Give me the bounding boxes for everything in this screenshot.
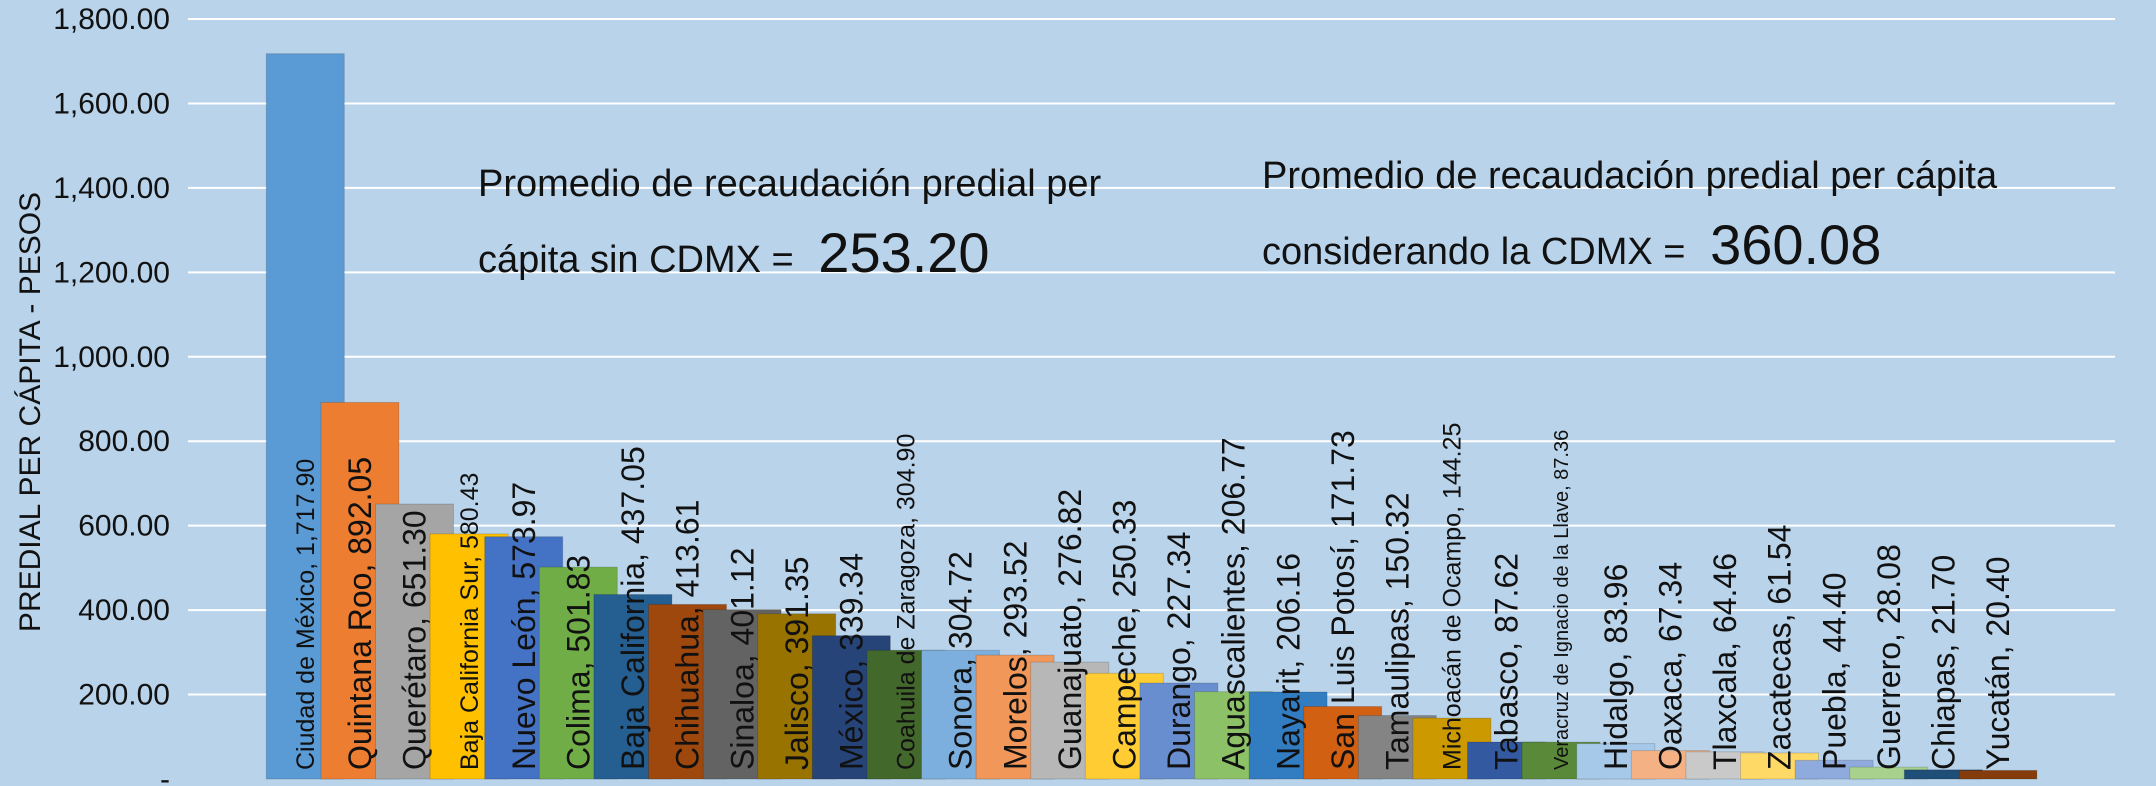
annotation-with-cdmx-text: considerando la CDMX =: [1262, 231, 1696, 273]
bar-data-label: Baja California, 437.05: [615, 446, 651, 770]
bar-data-label: Colima, 501.83: [561, 555, 597, 770]
bar-data-label: Morelos, 293.52: [997, 541, 1033, 770]
y-axis-ticks: - 200.00 400.00 600.00 800.00 1,000.00 1,200.0…: [53, 3, 170, 786]
annotation-with-cdmx-line2: considerando la CDMX = 360.08: [1262, 213, 1881, 276]
bar-data-label: Sonora, 304.72: [943, 551, 979, 770]
y-tick-label: 800.00: [78, 425, 170, 458]
annotation-without-cdmx-line2: cápita sin CDMX = 253.20: [478, 221, 990, 284]
bar-data-label: San Luis Potosí, 171.73: [1325, 430, 1361, 770]
annotation-without-cdmx: Promedio de recaudación predial per cápi…: [478, 163, 1102, 284]
y-tick-label: 1,000.00: [53, 341, 170, 374]
y-tick-label: 1,600.00: [53, 87, 170, 120]
y-tick-label: 400.00: [78, 594, 170, 627]
annotation-without-cdmx-value: 253.20: [818, 221, 989, 284]
bar-data-label: Tamaulipas, 150.32: [1380, 492, 1416, 770]
bar-data-label: Tabasco, 87.62: [1489, 553, 1525, 770]
bar-data-label: Baja California Sur, 580.43: [456, 473, 484, 770]
y-tick-label: 600.00: [78, 510, 170, 543]
y-axis-title: PREDIAL PER CÁPITA - PESOS: [14, 192, 47, 632]
bar-data-label: Hidalgo, 83.96: [1598, 564, 1634, 770]
bar: [1958, 769, 2038, 780]
annotation-with-cdmx-value: 360.08: [1710, 213, 1881, 276]
bar-labels: Ciudad de México, 1,717.90 Quintana Roo, …: [292, 423, 2016, 770]
bar-data-label: Ciudad de México, 1,717.90: [292, 459, 320, 770]
y-tick-label: 200.00: [78, 679, 170, 712]
bar-data-label: Durango, 227.34: [1161, 532, 1197, 770]
bar-data-label: Campeche, 250.33: [1107, 500, 1143, 770]
bar-data-label: Coahuila de Zaragoza, 304.90: [893, 434, 921, 770]
annotation-without-cdmx-text: cápita sin CDMX =: [478, 239, 804, 281]
bar-data-label: Quintana Roo, 892.05: [342, 457, 378, 770]
bar-data-label: Querétaro, 651.30: [397, 510, 433, 770]
annotation-with-cdmx: Promedio de recaudación predial per cápi…: [1262, 155, 1998, 276]
annotation-with-cdmx-line1: Promedio de recaudación predial per cápi…: [1262, 155, 1998, 197]
bar-data-label: Puebla, 44.40: [1816, 573, 1852, 771]
bar-data-label: Guerrero, 28.08: [1871, 544, 1907, 770]
bar-data-label: Zacatecas, 61.54: [1762, 525, 1798, 770]
bar-data-label: Guanajuato, 276.82: [1052, 489, 1088, 770]
bar-data-label: Tlaxcala, 64.46: [1707, 553, 1743, 770]
bars: [265, 53, 2038, 780]
bar-data-label: Nayarit, 206.16: [1270, 553, 1306, 770]
bar-data-label: Sinaloa, 401.12: [724, 548, 760, 770]
bar-data-label: México, 339.34: [834, 553, 870, 770]
bar-data-label: Veracruz de Ignacio de la Llave, 87.36: [1551, 430, 1573, 770]
y-tick-label: -: [160, 763, 170, 786]
bar-data-label: Jalisco, 391.35: [779, 557, 815, 770]
annotation-without-cdmx-line1: Promedio de recaudación predial per: [478, 163, 1102, 205]
bar-data-label: Michoacán de Ocampo, 144.25: [1439, 423, 1467, 770]
bar-data-label: Chihuahua, 413.61: [670, 500, 706, 770]
bar-data-label: Yucatán, 20.40: [1980, 556, 2016, 770]
y-tick-label: 1,400.00: [53, 172, 170, 205]
bar-data-label: Oaxaca, 67.34: [1653, 562, 1689, 770]
bar-data-label: Chiapas, 21.70: [1926, 555, 1962, 770]
bar-data-label: Nuevo León, 573.97: [506, 482, 542, 770]
bar-data-label: Aguascalientes, 206.77: [1216, 437, 1252, 770]
y-tick-label: 1,200.00: [53, 256, 170, 289]
y-tick-label: 1,800.00: [53, 3, 170, 36]
